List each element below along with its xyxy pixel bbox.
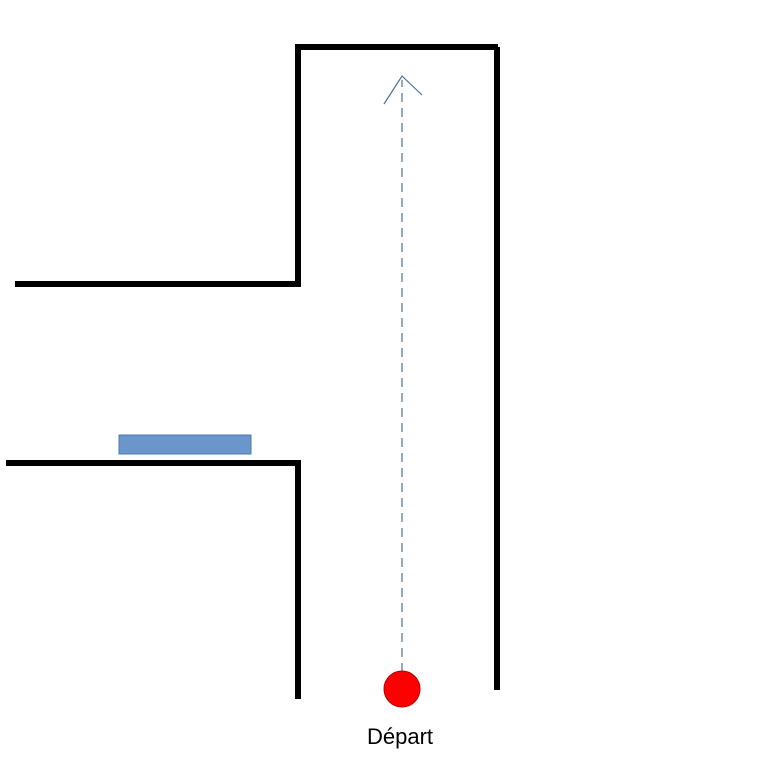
arrow-up-icon: [383, 75, 423, 105]
upper-left-wall: [15, 44, 498, 287]
obstacle-rectangle: [118, 434, 252, 455]
start-marker: [383, 670, 421, 708]
lower-left-wall: [6, 460, 301, 699]
start-label: Départ: [367, 724, 433, 749]
